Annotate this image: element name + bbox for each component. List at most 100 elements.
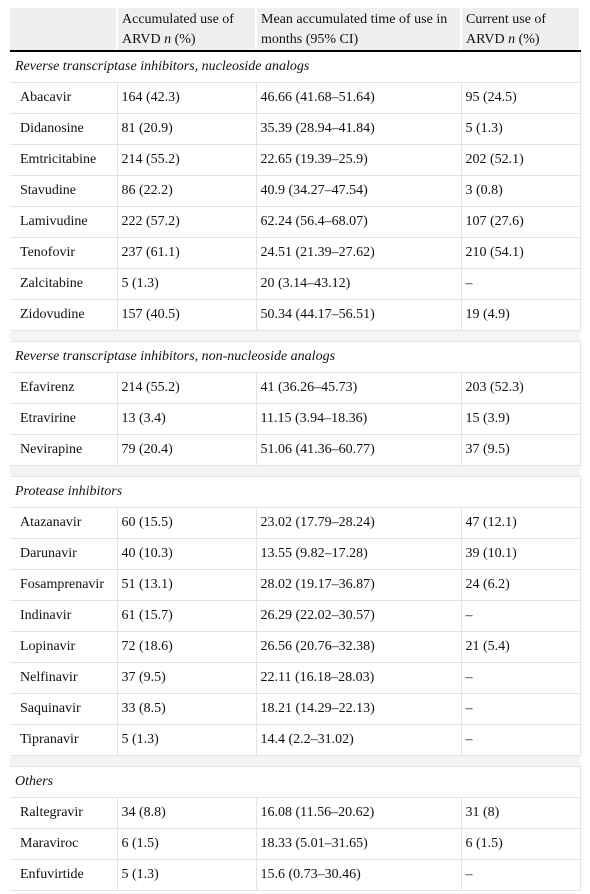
drug-name: Enfuvirtide	[10, 859, 118, 891]
header-text: Mean accumulated time of use in months (…	[261, 12, 448, 47]
cell: 61 (15.7)	[117, 600, 257, 632]
header-text: (%)	[171, 32, 196, 47]
cell: 50.34 (44.17–56.51)	[256, 299, 462, 331]
drug-name: Lopinavir	[10, 631, 118, 663]
cell: 35.39 (28.94–41.84)	[256, 113, 462, 145]
cell: 5 (1.3)	[117, 859, 257, 891]
cell: 164 (42.3)	[117, 82, 257, 114]
drug-name: Indinavir	[10, 600, 118, 632]
header-row: Accumulated use of ARVD n (%) Mean accumu…	[10, 8, 581, 52]
drug-name: Tenofovir	[10, 237, 118, 269]
drug-name: Lamivudine	[10, 206, 118, 238]
header-cell: Accumulated use of ARVD n (%)	[117, 8, 257, 52]
cell: 40.9 (34.27–47.54)	[256, 175, 462, 207]
header-text: Accumulated use of ARVD	[122, 12, 234, 47]
cell: –	[461, 268, 581, 300]
data-row: Saquinavir 33 (8.5) 18.21 (14.29–22.13) –	[10, 693, 581, 725]
cell: 5 (1.3)	[117, 724, 257, 756]
data-row: Abacavir 164 (42.3) 46.66 (41.68–51.64) 95 …	[10, 82, 581, 114]
cell: 33 (8.5)	[117, 693, 257, 725]
cell: 37 (9.5)	[461, 434, 581, 466]
cell: 24 (6.2)	[461, 569, 581, 601]
spacer-cell	[10, 755, 580, 767]
cell: 202 (52.1)	[461, 144, 581, 176]
data-row: Etravirine 13 (3.4) 11.15 (3.94–18.36) 15 (…	[10, 403, 581, 435]
drug-name: Nelfinavir	[10, 662, 118, 694]
cell: 86 (22.2)	[117, 175, 257, 207]
cell: –	[461, 724, 581, 756]
data-row: Efavirenz 214 (55.2) 41 (36.26–45.73) 203 (…	[10, 372, 581, 404]
drug-name: Tipranavir	[10, 724, 118, 756]
section-row: Reverse transcriptase inhibitors, non-nu…	[10, 341, 581, 373]
section-title: Reverse transcriptase inhibitors, nucleo…	[10, 51, 581, 83]
cell: 5 (1.3)	[117, 268, 257, 300]
cell: 19 (4.9)	[461, 299, 581, 331]
cell: 23.02 (17.79–28.24)	[256, 507, 462, 539]
cell: –	[461, 600, 581, 632]
cell: 3 (0.8)	[461, 175, 581, 207]
data-row: Indinavir 61 (15.7) 26.29 (22.02–30.57) –	[10, 600, 581, 632]
cell: 51 (13.1)	[117, 569, 257, 601]
data-row: Tenofovir 237 (61.1) 24.51 (21.39–27.62) 21…	[10, 237, 581, 269]
data-row: Nelfinavir 37 (9.5) 22.11 (16.18–28.03) –	[10, 662, 581, 694]
header-cell: Mean accumulated time of use in months (…	[256, 8, 462, 52]
spacer-row	[10, 465, 580, 477]
cell: 20 (3.14–43.12)	[256, 268, 462, 300]
cell: 47 (12.1)	[461, 507, 581, 539]
cell: 5 (1.3)	[461, 113, 581, 145]
cell: 28.02 (19.17–36.87)	[256, 569, 462, 601]
data-row: Darunavir 40 (10.3) 13.55 (9.82–17.28) 39 (…	[10, 538, 581, 570]
cell: 203 (52.3)	[461, 372, 581, 404]
drug-name: Etravirine	[10, 403, 118, 435]
cell: 39 (10.1)	[461, 538, 581, 570]
cell: 41 (36.26–45.73)	[256, 372, 462, 404]
cell: 210 (54.1)	[461, 237, 581, 269]
drug-name: Atazanavir	[10, 507, 118, 539]
drug-name: Raltegravir	[10, 797, 118, 829]
drug-name: Zalcitabine	[10, 268, 118, 300]
header-text: Current use of ARVD	[466, 12, 547, 47]
cell: 46.66 (41.68–51.64)	[256, 82, 462, 114]
cell: 72 (18.6)	[117, 631, 257, 663]
header-cell	[10, 8, 118, 52]
drug-name: Maraviroc	[10, 828, 118, 860]
cell: 16.08 (11.56–20.62)	[256, 797, 462, 829]
cell: 51.06 (41.36–60.77)	[256, 434, 462, 466]
spacer-cell	[10, 465, 580, 477]
cell: 15.6 (0.73–30.46)	[256, 859, 462, 891]
cell: 222 (57.2)	[117, 206, 257, 238]
section-row: Protease inhibitors	[10, 476, 581, 508]
cell: 24.51 (21.39–27.62)	[256, 237, 462, 269]
drug-name: Didanosine	[10, 113, 118, 145]
data-row: Atazanavir 60 (15.5) 23.02 (17.79–28.24) 47…	[10, 507, 581, 539]
section-title: Reverse transcriptase inhibitors, non-nu…	[10, 341, 581, 373]
section-title: Protease inhibitors	[10, 476, 581, 508]
section-title: Others	[10, 766, 581, 798]
cell: –	[461, 662, 581, 694]
cell: 31 (8)	[461, 797, 581, 829]
data-row: Didanosine 81 (20.9) 35.39 (28.94–41.84) 5 …	[10, 113, 581, 145]
cell: 26.29 (22.02–30.57)	[256, 600, 462, 632]
cell: 22.11 (16.18–28.03)	[256, 662, 462, 694]
cell: 79 (20.4)	[117, 434, 257, 466]
header-text: (%)	[515, 32, 540, 47]
cell: 22.65 (19.39–25.9)	[256, 144, 462, 176]
cell: 107 (27.6)	[461, 206, 581, 238]
header-text: n	[508, 32, 516, 47]
cell: 34 (8.8)	[117, 797, 257, 829]
table: Accumulated use of ARVD n (%) Mean accumu…	[10, 8, 581, 891]
drug-name: Stavudine	[10, 175, 118, 207]
cell: 11.15 (3.94–18.36)	[256, 403, 462, 435]
cell: 15 (3.9)	[461, 403, 581, 435]
data-row: Zalcitabine 5 (1.3) 20 (3.14–43.12) –	[10, 268, 581, 300]
cell: 62.24 (56.4–68.07)	[256, 206, 462, 238]
data-row: Stavudine 86 (22.2) 40.9 (34.27–47.54) 3 (0…	[10, 175, 581, 207]
data-row: Zidovudine 157 (40.5) 50.34 (44.17–56.51) 1…	[10, 299, 581, 331]
cell: 21 (5.4)	[461, 631, 581, 663]
data-row: Lamivudine 222 (57.2) 62.24 (56.4–68.07) 10…	[10, 206, 581, 238]
data-row: Raltegravir 34 (8.8) 16.08 (11.56–20.62) 31…	[10, 797, 581, 829]
cell: 13.55 (9.82–17.28)	[256, 538, 462, 570]
section-row: Reverse transcriptase inhibitors, nucleo…	[10, 51, 581, 83]
cell: 157 (40.5)	[117, 299, 257, 331]
cell: 214 (55.2)	[117, 372, 257, 404]
